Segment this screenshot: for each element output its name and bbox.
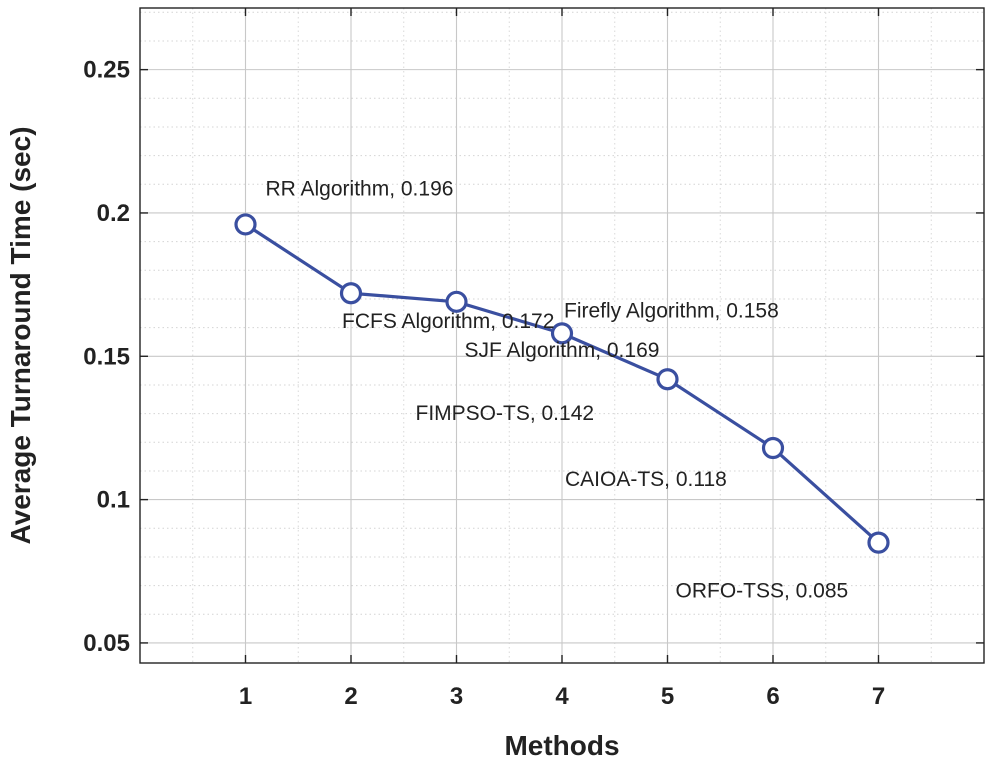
data-point-marker bbox=[656, 368, 679, 391]
data-point-marker bbox=[761, 436, 785, 460]
data-point-label: Firefly Algorithm, 0.158 bbox=[564, 299, 779, 322]
x-axis-title: Methods bbox=[504, 730, 619, 761]
y-tick-label: 0.05 bbox=[83, 630, 130, 657]
data-point-label: RR Algorithm, 0.196 bbox=[266, 177, 454, 200]
x-tick-label: 6 bbox=[766, 683, 779, 710]
series-average-turnaround-time bbox=[234, 213, 890, 554]
data-point-marker bbox=[867, 531, 890, 554]
x-tick-label: 3 bbox=[450, 683, 463, 710]
y-axis-title: Average Turnaround Time (sec) bbox=[5, 126, 36, 544]
data-point-marker bbox=[445, 290, 468, 313]
x-tick-label: 7 bbox=[872, 683, 885, 710]
data-point-label: FCFS Algorithm, 0.172 bbox=[342, 310, 554, 333]
axis-ticks bbox=[140, 8, 984, 663]
data-point-marker bbox=[234, 213, 257, 236]
data-point-label: ORFO-TSS, 0.085 bbox=[676, 580, 849, 603]
y-tick-label: 0.1 bbox=[97, 487, 130, 514]
data-point-label: CAIOA-TS, 0.118 bbox=[565, 468, 727, 491]
x-tick-label: 2 bbox=[344, 683, 357, 710]
y-tick-label: 0.15 bbox=[83, 343, 130, 370]
x-tick-label: 5 bbox=[661, 683, 674, 710]
x-tick-label: 1 bbox=[239, 683, 252, 710]
y-tick-label: 0.25 bbox=[83, 57, 130, 84]
data-point-label: SJF Algorithm, 0.169 bbox=[465, 339, 660, 362]
y-tick-label: 0.2 bbox=[97, 200, 130, 227]
x-tick-label: 4 bbox=[555, 683, 569, 710]
data-point-marker bbox=[339, 282, 363, 305]
point-labels: RR Algorithm, 0.196 FCFS Algorithm, 0.172… bbox=[266, 177, 849, 602]
tick-labels: 0.05 0.1 0.15 0.2 0.25 1 2 3 4 5 6 7 bbox=[83, 57, 885, 710]
data-point-marker bbox=[550, 322, 574, 345]
grid-lines bbox=[140, 8, 984, 663]
data-point-label: FIMPSO-TS, 0.142 bbox=[416, 402, 595, 425]
